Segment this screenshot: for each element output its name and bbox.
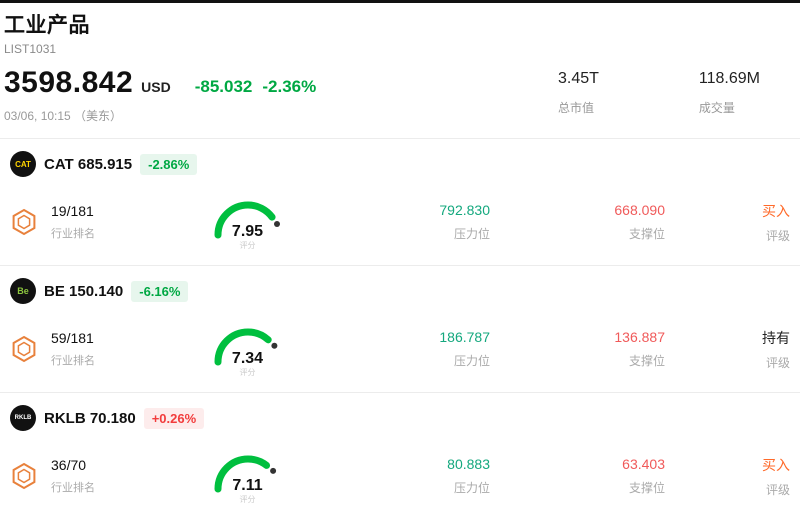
gauge-needle-dot bbox=[269, 467, 276, 474]
stock-body: 59/181 行业排名 7.34 评分 186.787 压力位 136.887 … bbox=[10, 320, 790, 378]
score-gauge: 7.34 bbox=[210, 320, 286, 368]
change-pct-badge: -2.86% bbox=[140, 153, 198, 175]
change-pct-badge: -6.16% bbox=[131, 280, 189, 302]
price-block: 3598.842 USD -85.032 -2.36% 03/06, 10:15… bbox=[4, 66, 316, 124]
stock-logo: CAT bbox=[10, 151, 36, 177]
score-value: 7.95 bbox=[231, 223, 264, 240]
gauge-needle-dot bbox=[270, 342, 277, 349]
support-value: 668.090 bbox=[614, 202, 665, 218]
rating-label: 评级 bbox=[765, 482, 790, 497]
support-block: 136.887 支撑位 bbox=[490, 329, 665, 369]
stock-header[interactable]: Be BE 150.140 -6.16% bbox=[10, 278, 790, 304]
index-change-pct: -2.36% bbox=[262, 77, 317, 96]
resistance-label: 压力位 bbox=[453, 354, 490, 368]
volume-label: 成交量 bbox=[698, 101, 735, 115]
score-label: 评分 bbox=[239, 368, 256, 377]
industry-rank-label: 行业排名 bbox=[51, 355, 95, 367]
index-price: 3598.842 bbox=[4, 66, 134, 99]
resistance-value: 80.883 bbox=[447, 456, 490, 472]
rank-block: 59/181 行业排名 bbox=[10, 330, 185, 368]
rank-block: 36/70 行业排名 bbox=[10, 457, 185, 495]
quote-timestamp: 03/06, 10:15 （美东） bbox=[4, 109, 123, 123]
stock-body: 36/70 行业排名 7.11 评分 80.883 压力位 63.403 支撑位… bbox=[10, 447, 790, 505]
score-value: 7.34 bbox=[231, 350, 264, 367]
market-cap-label: 总市值 bbox=[558, 101, 595, 115]
support-label: 支撑位 bbox=[628, 354, 665, 368]
volume-stat: 118.69M 成交量 bbox=[699, 70, 760, 124]
page-title: 工业产品 bbox=[4, 14, 90, 37]
score-label: 评分 bbox=[239, 241, 256, 250]
market-cap-value: 3.45T bbox=[558, 70, 599, 87]
support-label: 支撑位 bbox=[628, 227, 665, 241]
ticker-price: CAT 685.915 bbox=[44, 155, 133, 173]
stock-header[interactable]: RKLB RKLB 70.180 +0.26% bbox=[10, 405, 790, 431]
volume-value: 118.69M bbox=[698, 70, 760, 87]
industry-rank-label: 行业排名 bbox=[51, 228, 95, 240]
rating-value: 持有 bbox=[762, 329, 790, 346]
score-gauge-block: 7.34 评分 bbox=[185, 320, 310, 378]
gauge-arc bbox=[214, 328, 281, 366]
index-summary: 3598.842 USD -85.032 -2.36% 03/06, 10:15… bbox=[0, 56, 800, 138]
resistance-value: 186.787 bbox=[439, 329, 490, 345]
resistance-label: 压力位 bbox=[453, 227, 490, 241]
stock-logo: Be bbox=[10, 278, 36, 304]
change-pct-badge: +0.26% bbox=[143, 407, 205, 429]
resistance-value: 792.830 bbox=[439, 202, 490, 218]
score-gauge-block: 7.95 评分 bbox=[185, 193, 310, 251]
currency-label: USD bbox=[141, 79, 171, 95]
hexagon-icon bbox=[12, 208, 36, 236]
rating-value: 买入 bbox=[762, 456, 790, 473]
stock-row-rklb[interactable]: RKLB RKLB 70.180 +0.26% 36/70 行业排名 7.11 … bbox=[0, 392, 800, 519]
gauge-arc bbox=[214, 455, 281, 493]
resistance-block: 186.787 压力位 bbox=[310, 329, 490, 369]
gauge-arc bbox=[214, 201, 281, 239]
gauge-needle-dot bbox=[273, 221, 280, 227]
rating-block: 买入 评级 bbox=[665, 455, 790, 498]
rating-value: 买入 bbox=[762, 202, 790, 219]
support-value: 63.403 bbox=[622, 456, 665, 472]
score-gauge: 7.95 bbox=[210, 193, 286, 241]
score-value: 7.11 bbox=[232, 477, 263, 494]
rating-block: 买入 评级 bbox=[665, 201, 790, 244]
stock-logo: RKLB bbox=[10, 405, 36, 431]
stock-row-cat[interactable]: CAT CAT 685.915 -2.86% 19/181 行业排名 7.95 … bbox=[0, 138, 800, 265]
stock-header[interactable]: CAT CAT 685.915 -2.86% bbox=[10, 151, 790, 177]
support-block: 63.403 支撑位 bbox=[490, 456, 665, 496]
rating-label: 评级 bbox=[765, 355, 790, 370]
rank-block: 19/181 行业排名 bbox=[10, 203, 185, 241]
resistance-block: 80.883 压力位 bbox=[310, 456, 490, 496]
industry-rank-label: 行业排名 bbox=[51, 482, 95, 494]
industry-rank: 59/181 bbox=[51, 330, 94, 346]
resistance-block: 792.830 压力位 bbox=[310, 202, 490, 242]
ticker-price: RKLB 70.180 bbox=[44, 409, 136, 427]
support-block: 668.090 支撑位 bbox=[490, 202, 665, 242]
stock-body: 19/181 行业排名 7.95 评分 792.830 压力位 668.090 … bbox=[10, 193, 790, 251]
hexagon-icon bbox=[12, 462, 36, 490]
rating-label: 评级 bbox=[765, 228, 790, 243]
page-header: 工业产品 LIST1031 bbox=[0, 3, 800, 56]
market-cap-stat: 3.45T 总市值 bbox=[558, 70, 599, 124]
list-id: LIST1031 bbox=[4, 42, 57, 56]
stock-row-be[interactable]: Be BE 150.140 -6.16% 59/181 行业排名 7.34 评分 bbox=[0, 265, 800, 392]
hexagon-icon bbox=[12, 335, 36, 363]
score-label: 评分 bbox=[239, 495, 256, 504]
rating-block: 持有 评级 bbox=[665, 328, 790, 371]
industry-rank: 19/181 bbox=[51, 203, 94, 219]
index-stats: 3.45T 总市值 118.69M 成交量 bbox=[558, 66, 790, 124]
industry-rank: 36/70 bbox=[51, 457, 87, 473]
index-change: -85.032 bbox=[194, 77, 253, 96]
score-gauge-block: 7.11 评分 bbox=[185, 447, 310, 505]
support-value: 136.887 bbox=[614, 329, 665, 345]
ticker-price: BE 150.140 bbox=[44, 282, 124, 300]
